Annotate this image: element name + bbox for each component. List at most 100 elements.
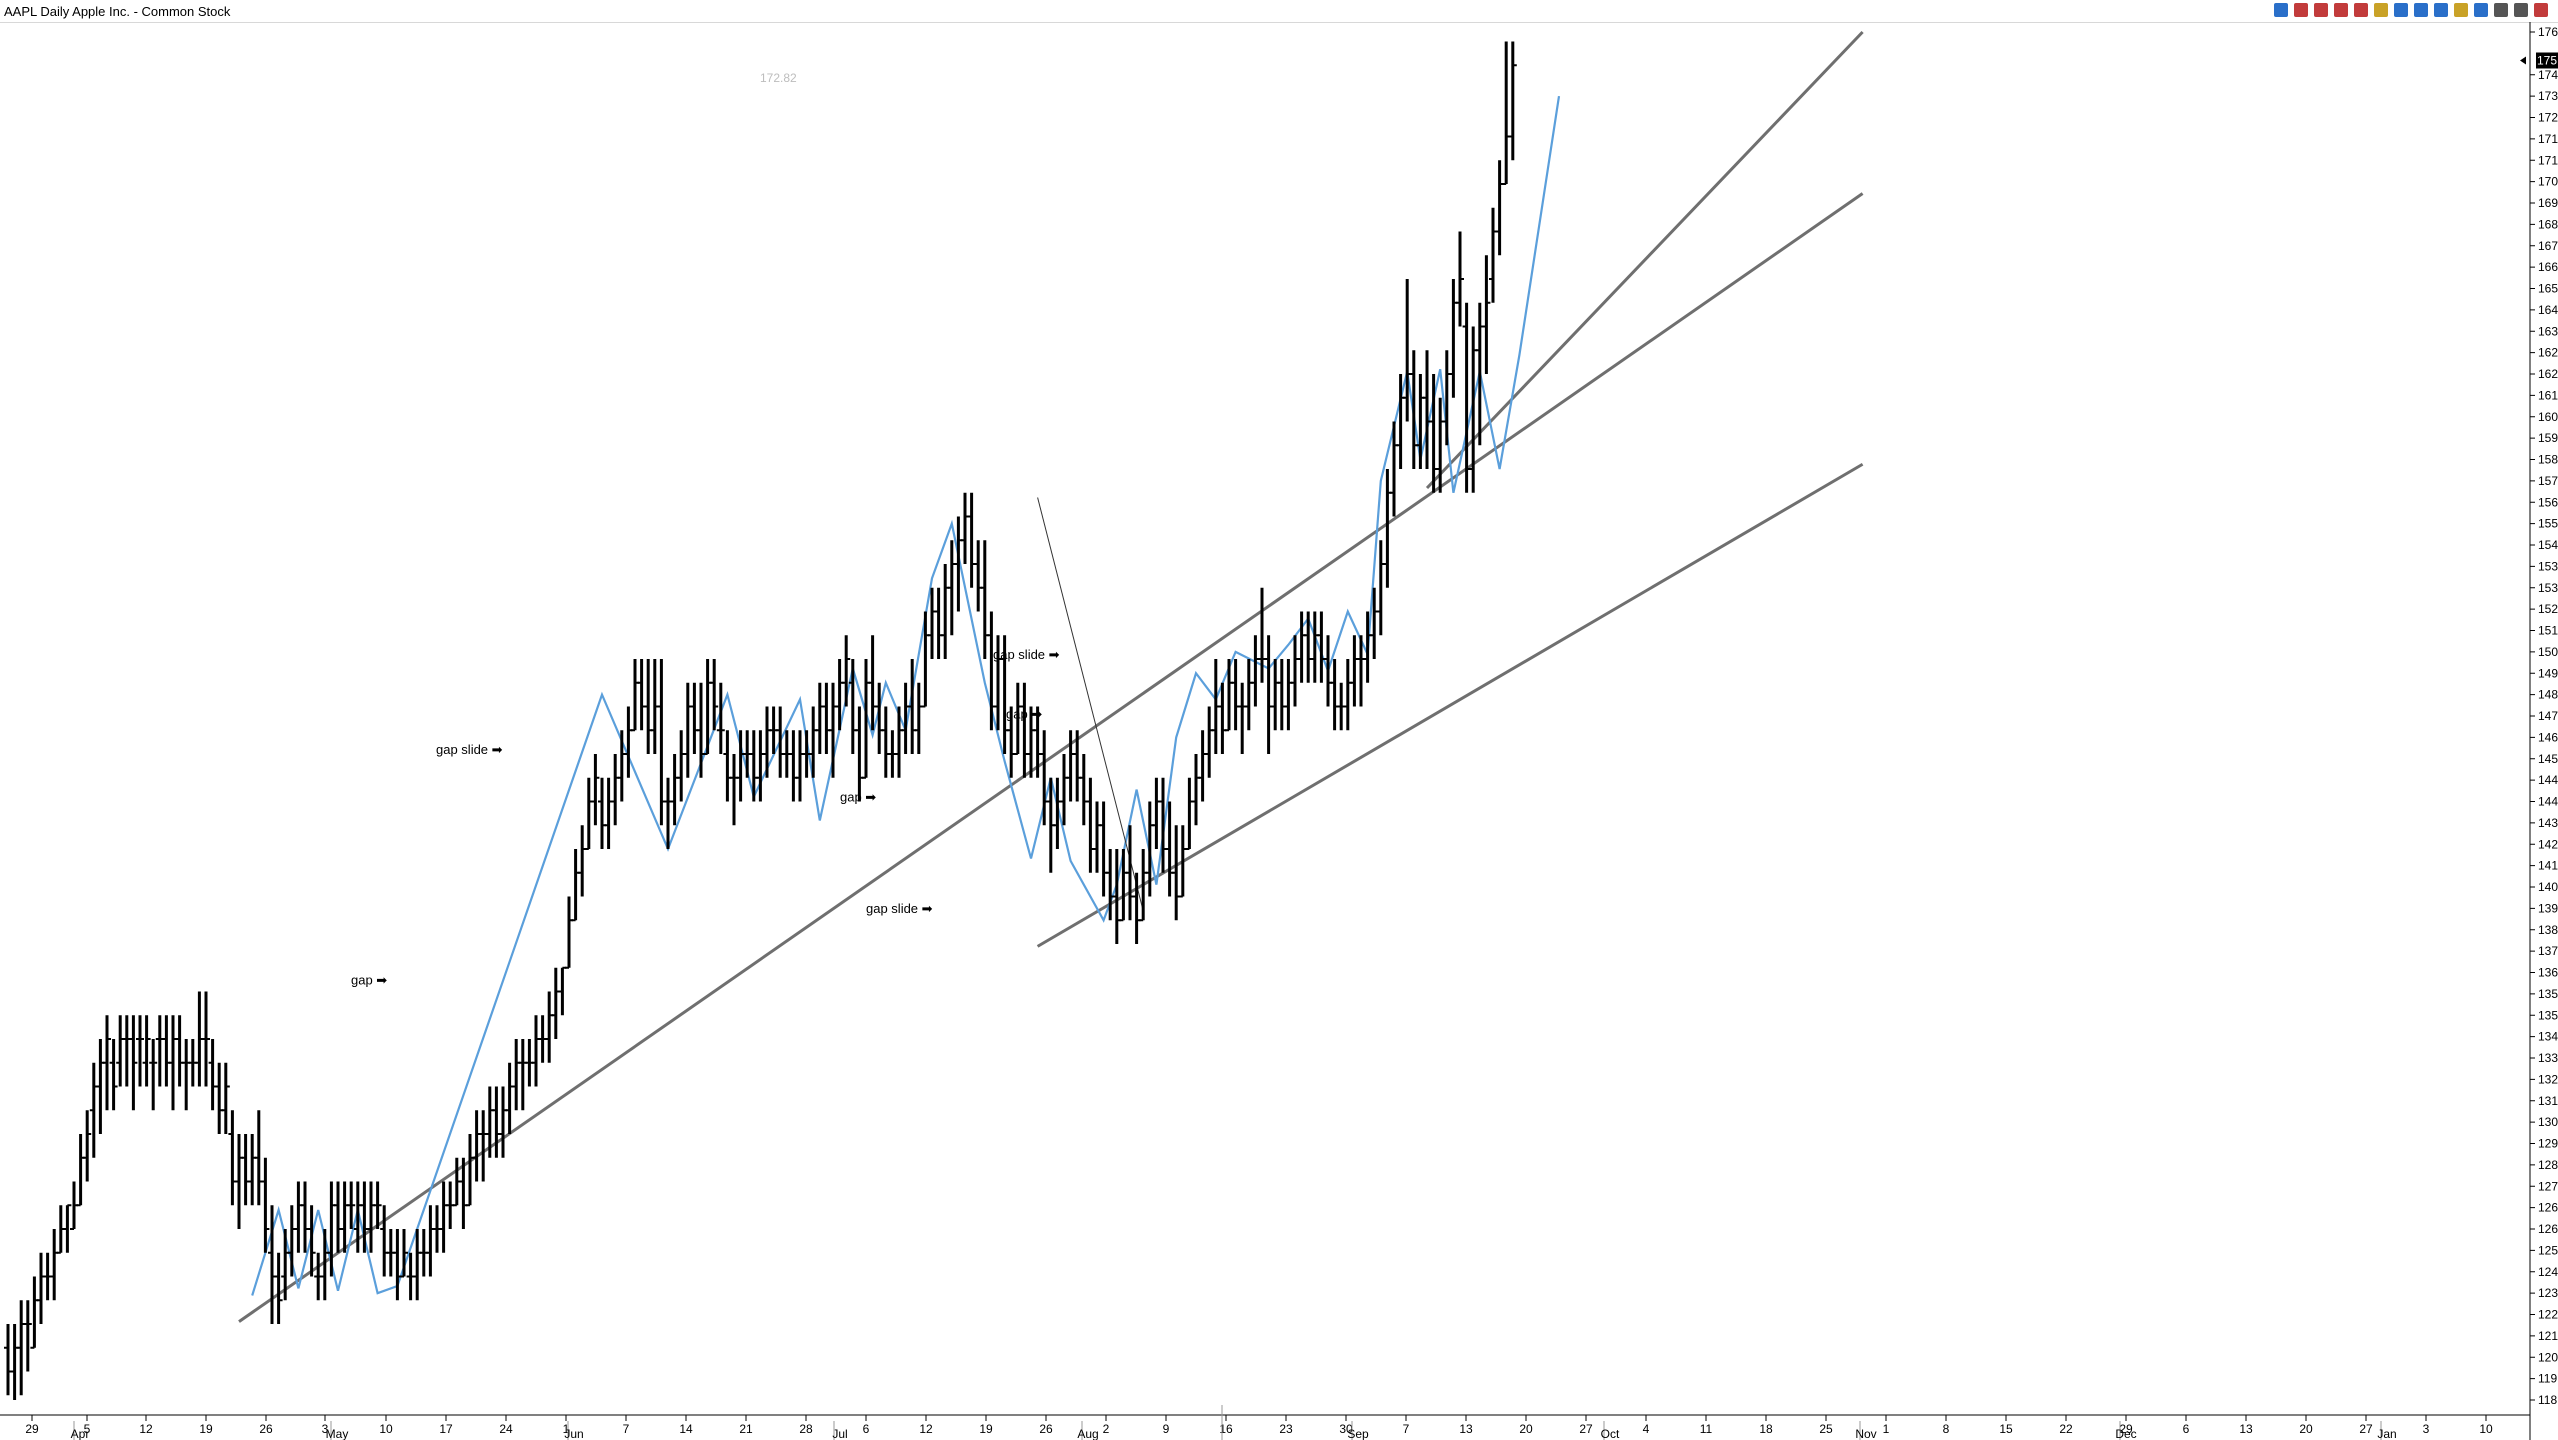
pencil-icon[interactable]	[2374, 3, 2388, 17]
last-price-tag	[2536, 52, 2558, 69]
month-label: Jun	[564, 1427, 583, 1440]
date-tick-label: 1	[563, 1422, 570, 1436]
price-tick-label: 153.00	[2538, 581, 2558, 595]
date-tick-label: 13	[2239, 1422, 2253, 1436]
price-tick-label: 165.60	[2538, 282, 2558, 296]
price-tick-label: 138.60	[2538, 923, 2558, 937]
zigzag-line-blue[interactable]	[251, 95, 1561, 1296]
axis-frame	[0, 22, 2531, 1440]
wave-icon[interactable]	[2294, 3, 2308, 17]
date-tick-label: 19	[979, 1422, 993, 1436]
price-tick-label: 168.30	[2538, 217, 2558, 231]
arrow-up-icon[interactable]	[2514, 3, 2528, 17]
faint-price-label: 172.82	[760, 71, 797, 85]
price-tick-label: 149.40	[2538, 666, 2558, 680]
price-tick-label: 141.30	[2538, 859, 2558, 873]
date-tick-label: 9	[1163, 1422, 1170, 1436]
zigzag-overlay[interactable]	[251, 95, 1561, 1296]
price-marker-icon[interactable]	[2534, 3, 2548, 17]
date-tick-label: 20	[1519, 1422, 1533, 1436]
price-tick-label: 150.30	[2538, 645, 2558, 659]
cycle-icon[interactable]	[2334, 3, 2348, 17]
price-tick-label: 147.60	[2538, 709, 2558, 723]
date-tick-label: 13	[1459, 1422, 1473, 1436]
symbol-link-icon[interactable]	[2274, 3, 2288, 17]
gap-annotation[interactable]: gap ➡	[840, 790, 876, 805]
date-tick-label: 29	[25, 1422, 39, 1436]
gap-annotation[interactable]: gap slide ➡	[436, 742, 503, 757]
date-tick-label: 16	[1219, 1422, 1233, 1436]
date-tick-label: 4	[1643, 1422, 1650, 1436]
date-tick-label: 26	[1039, 1422, 1053, 1436]
price-axis[interactable]: 176.40 174.60 173.70 172.80 171.90 171.00 170.…	[2520, 25, 2558, 1407]
price-tick-label: 162.90	[2538, 346, 2558, 360]
channel-icon[interactable]	[2414, 3, 2428, 17]
price-tick-label: 128.70	[2538, 1158, 2558, 1172]
price-tick-label: 156.60	[2538, 495, 2558, 509]
date-tick-label: 20	[2299, 1422, 2313, 1436]
price-tick-label: 173.70	[2538, 89, 2558, 103]
price-tick-label: 120.60	[2538, 1350, 2558, 1364]
price-tick-label: 119.70	[2538, 1372, 2558, 1386]
price-tick-label: 137.70	[2538, 944, 2558, 958]
gap-annotation[interactable]: gap ➡	[1006, 706, 1042, 721]
fan-icon[interactable]	[2314, 3, 2328, 17]
last-price-arrow-icon	[2520, 56, 2526, 65]
date-tick-label: 18	[1759, 1422, 1773, 1436]
gap-annotation[interactable]: gap ➡	[351, 972, 387, 987]
last-price-label: 175.20	[2537, 54, 2558, 68]
price-tick-label: 118.80	[2538, 1393, 2558, 1407]
date-tick-label: 14	[679, 1422, 693, 1436]
price-tick-label: 129.60	[2538, 1137, 2558, 1151]
price-tick-label: 142.20	[2538, 837, 2558, 851]
date-tick-label: 7	[623, 1422, 630, 1436]
date-axis[interactable]: 29 5 12 19 26 3 10 17 24 1 7 14 21 28 6 12 19 26 2 9 16 23 30 7…	[25, 1405, 2493, 1440]
month-label: May	[326, 1427, 349, 1440]
price-tick-label: 155.70	[2538, 517, 2558, 531]
date-tick-label: 24	[499, 1422, 513, 1436]
date-tick-label: 22	[2059, 1422, 2073, 1436]
grid-icon[interactable]	[2434, 3, 2448, 17]
price-tick-label: 126.00	[2538, 1222, 2558, 1236]
price-tick-label: 135.90	[2538, 987, 2558, 1001]
price-tick-label: 143.10	[2538, 816, 2558, 830]
drawing-toolbar	[2274, 2, 2548, 20]
trendline-icon[interactable]	[2394, 3, 2408, 17]
price-tick-label: 145.80	[2538, 752, 2558, 766]
date-tick-label: 28	[799, 1422, 813, 1436]
channel-line-lower[interactable]	[1036, 462, 1864, 948]
date-tick-label: 3	[322, 1422, 329, 1436]
price-tick-label: 139.50	[2538, 901, 2558, 915]
month-label: Sep	[1347, 1427, 1369, 1440]
date-tick-label: 19	[199, 1422, 213, 1436]
channel-line-upper[interactable]	[1425, 30, 1864, 490]
price-tick-label: 136.80	[2538, 966, 2558, 980]
date-tick-label: 6	[2183, 1422, 2190, 1436]
price-tick-label: 167.40	[2538, 239, 2558, 253]
date-tick-label: 25	[1819, 1422, 1833, 1436]
price-tick-label: 169.20	[2538, 196, 2558, 210]
month-label: Nov	[1855, 1427, 1876, 1440]
zigzag-icon[interactable]	[2494, 3, 2508, 17]
ruler-icon[interactable]	[2474, 3, 2488, 17]
price-tick-label: 170.10	[2538, 175, 2558, 189]
month-label: Apr	[71, 1427, 90, 1440]
date-tick-label: 21	[739, 1422, 753, 1436]
date-tick-label: 12	[139, 1422, 153, 1436]
rectangle-icon[interactable]	[2454, 3, 2468, 17]
gap-annotation[interactable]: gap slide ➡	[866, 901, 933, 916]
price-tick-label: 176.40	[2538, 25, 2558, 39]
month-label: Jul	[832, 1427, 847, 1440]
price-tick-label: 146.70	[2538, 730, 2558, 744]
price-tick-label: 144.90	[2538, 773, 2558, 787]
annotations[interactable]: gap ➡ gap slide ➡ gap ➡ gap slide ➡ gap slid…	[351, 71, 1060, 987]
zigzag-line-black[interactable]	[1037, 497, 1144, 911]
date-tick-label: 17	[439, 1422, 453, 1436]
month-label: Aug	[1077, 1427, 1098, 1440]
date-tick-label: 27	[2359, 1422, 2373, 1436]
gap-annotation[interactable]: gap slide ➡	[993, 647, 1060, 662]
date-tick-label: 29	[2119, 1422, 2133, 1436]
price-tick-label: 121.50	[2538, 1329, 2558, 1343]
target-icon[interactable]	[2354, 3, 2368, 17]
